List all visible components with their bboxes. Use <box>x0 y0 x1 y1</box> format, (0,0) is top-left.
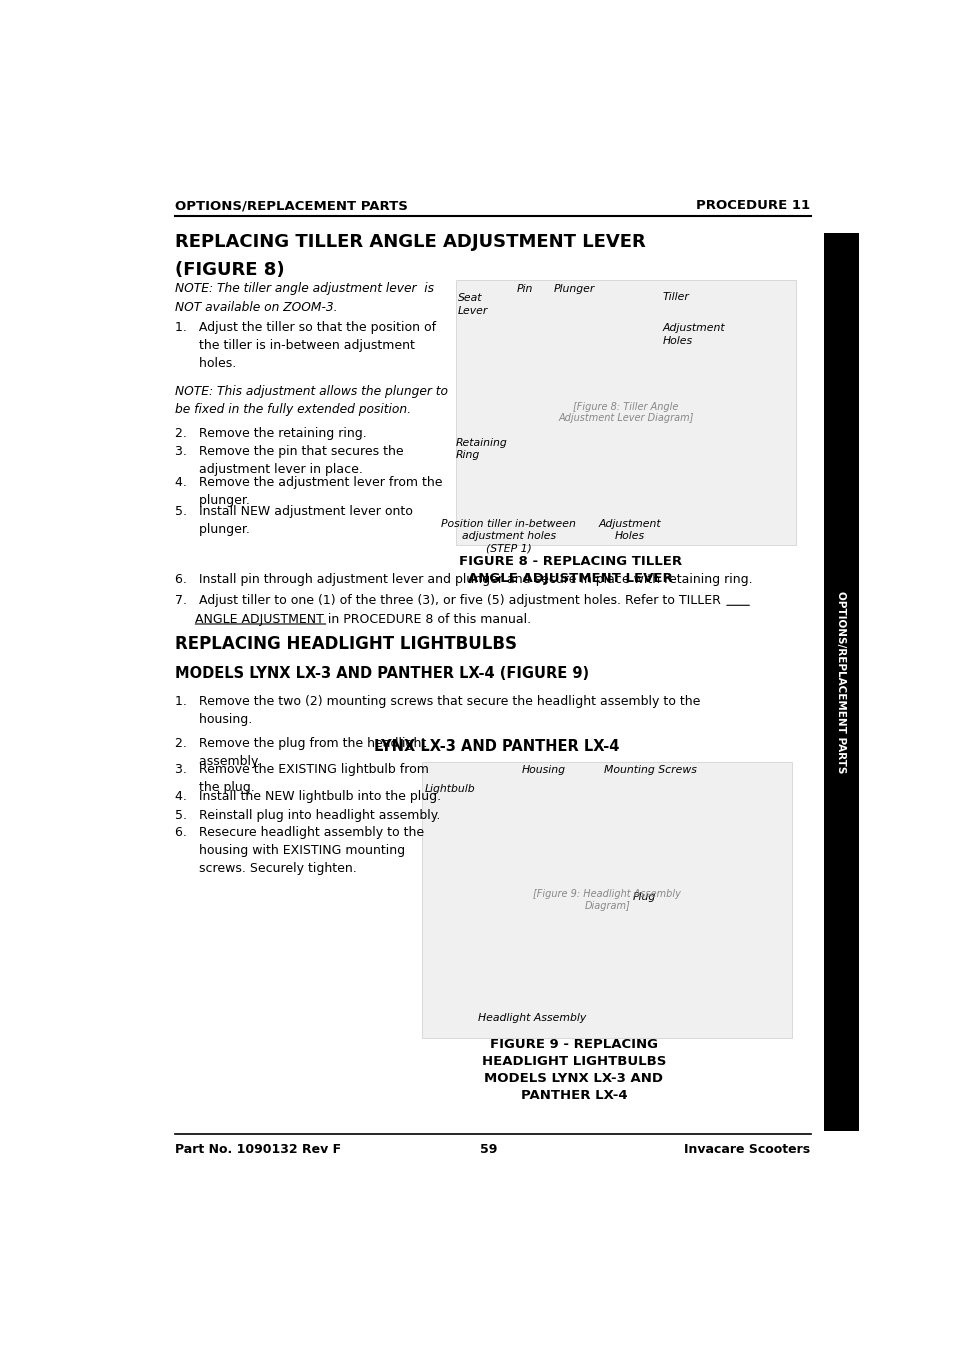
Text: Mounting Screws: Mounting Screws <box>603 766 696 775</box>
Text: [Figure 8: Tiller Angle
Adjustment Lever Diagram]: [Figure 8: Tiller Angle Adjustment Lever… <box>558 401 693 423</box>
Text: Adjustment
Holes: Adjustment Holes <box>598 519 660 542</box>
Text: Adjustment
Holes: Adjustment Holes <box>662 323 724 346</box>
Text: 7.   Adjust tiller to one (1) of the three (3), or five (5) adjustment holes. Re: 7. Adjust tiller to one (1) of the three… <box>174 594 720 607</box>
Text: [Figure 9: Headlight Assembly
Diagram]: [Figure 9: Headlight Assembly Diagram] <box>533 889 680 911</box>
Text: Part No. 1090132 Rev F: Part No. 1090132 Rev F <box>174 1143 340 1156</box>
Text: Pin: Pin <box>517 284 533 293</box>
Text: Plunger: Plunger <box>554 284 595 293</box>
Text: 6.   Install pin through adjustment lever and plunger and secure in place with r: 6. Install pin through adjustment lever … <box>174 573 752 586</box>
Text: Lightbulb: Lightbulb <box>424 784 475 794</box>
Text: (FIGURE 8): (FIGURE 8) <box>174 261 284 278</box>
Text: MODELS LYNX LX-3 AND PANTHER LX-4 (FIGURE 9): MODELS LYNX LX-3 AND PANTHER LX-4 (FIGUR… <box>174 666 588 681</box>
Text: Tiller: Tiller <box>662 292 689 303</box>
Text: Position tiller in-between
adjustment holes
(STEP 1): Position tiller in-between adjustment ho… <box>441 519 576 554</box>
Text: LYNX LX-3 AND PANTHER LX-4: LYNX LX-3 AND PANTHER LX-4 <box>374 739 618 754</box>
Text: 6.   Resecure headlight assembly to the
      housing with EXISTING mounting
   : 6. Resecure headlight assembly to the ho… <box>174 825 423 875</box>
Text: 2.   Remove the plug from the headlight
      assembly.: 2. Remove the plug from the headlight as… <box>174 738 425 769</box>
Text: 3.   Remove the EXISTING lightbulb from
      the plug.: 3. Remove the EXISTING lightbulb from th… <box>174 763 428 794</box>
Text: 2.   Remove the retaining ring.: 2. Remove the retaining ring. <box>174 427 366 440</box>
Text: FIGURE 9 - REPLACING
HEADLIGHT LIGHTBULBS
MODELS LYNX LX-3 AND
PANTHER LX-4: FIGURE 9 - REPLACING HEADLIGHT LIGHTBULB… <box>481 1038 665 1102</box>
Text: 4.   Install the NEW lightbulb into the plug.: 4. Install the NEW lightbulb into the pl… <box>174 790 440 804</box>
Text: FIGURE 8 - REPLACING TILLER
ANGLE ADJUSTMENT LEVER: FIGURE 8 - REPLACING TILLER ANGLE ADJUST… <box>458 555 681 585</box>
Text: 1.   Remove the two (2) mounting screws that secure the headlight assembly to th: 1. Remove the two (2) mounting screws th… <box>174 694 700 725</box>
Bar <box>422 762 791 1038</box>
Text: Seat
Lever: Seat Lever <box>457 293 488 316</box>
Text: 5.   Reinstall plug into headlight assembly.: 5. Reinstall plug into headlight assembl… <box>174 809 439 823</box>
Text: ANGLE ADJUSTMENT in PROCEDURE 8 of this manual.: ANGLE ADJUSTMENT in PROCEDURE 8 of this … <box>174 612 530 626</box>
Text: Headlight Assembly: Headlight Assembly <box>477 1013 585 1023</box>
Text: Invacare Scooters: Invacare Scooters <box>683 1143 810 1156</box>
Text: OPTIONS/REPLACEMENT PARTS: OPTIONS/REPLACEMENT PARTS <box>836 590 845 773</box>
Bar <box>823 232 858 1131</box>
Text: 1.   Adjust the tiller so that the position of
      the tiller is in-between ad: 1. Adjust the tiller so that the positio… <box>174 322 436 370</box>
Text: Plug: Plug <box>633 893 656 902</box>
Text: NOTE: The tiller angle adjustment lever  is
NOT available on ZOOM-3.: NOTE: The tiller angle adjustment lever … <box>174 282 434 313</box>
Text: Housing: Housing <box>521 766 565 775</box>
Text: REPLACING TILLER ANGLE ADJUSTMENT LEVER: REPLACING TILLER ANGLE ADJUSTMENT LEVER <box>174 232 645 251</box>
Text: 3.   Remove the pin that secures the
      adjustment lever in place.: 3. Remove the pin that secures the adjus… <box>174 444 403 476</box>
Text: OPTIONS/REPLACEMENT PARTS: OPTIONS/REPLACEMENT PARTS <box>174 200 407 212</box>
Text: Retaining
Ring: Retaining Ring <box>456 438 507 461</box>
Text: 59: 59 <box>479 1143 497 1156</box>
Text: NOTE: This adjustment allows the plunger to
be fixed in the fully extended posit: NOTE: This adjustment allows the plunger… <box>174 385 447 416</box>
Bar <box>456 280 795 544</box>
Text: PROCEDURE 11: PROCEDURE 11 <box>696 200 810 212</box>
Text: REPLACING HEADLIGHT LIGHTBULBS: REPLACING HEADLIGHT LIGHTBULBS <box>174 635 517 654</box>
Text: 4.   Remove the adjustment lever from the
      plunger.: 4. Remove the adjustment lever from the … <box>174 477 442 507</box>
Text: 5.   Install NEW adjustment lever onto
      plunger.: 5. Install NEW adjustment lever onto plu… <box>174 505 412 536</box>
